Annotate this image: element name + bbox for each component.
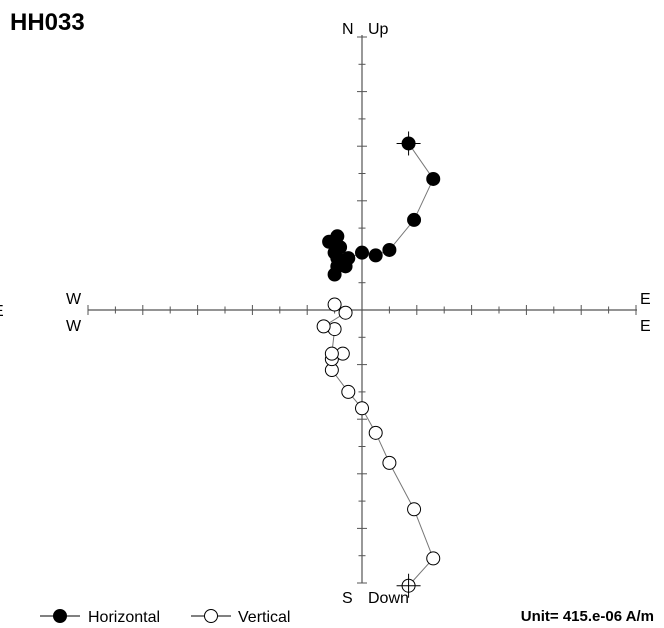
horizontal-point: [322, 234, 337, 249]
north-label: N: [342, 21, 354, 38]
south-label: S: [342, 590, 353, 607]
horizontal-point: [368, 248, 383, 263]
west-top-label: W: [66, 291, 82, 308]
vertical-point: [368, 425, 383, 440]
down-label: Down: [368, 590, 409, 607]
east-bottom-label: E: [640, 318, 651, 335]
vertical-point: [355, 401, 369, 416]
horizontal-point: [382, 242, 397, 257]
west-bottom-label: W: [66, 318, 82, 335]
horizontal-point: [426, 171, 441, 186]
vertical-point: [327, 297, 342, 312]
up-label: Up: [368, 21, 389, 38]
series-lines: [322, 143, 434, 587]
vertical-point: [324, 346, 339, 361]
vertical-point: [382, 455, 397, 470]
first-point-markers: [396, 131, 421, 598]
horizontal-point: [407, 212, 422, 227]
east-top-label: E: [640, 291, 651, 308]
vertical-series-line: [322, 304, 434, 587]
horizontal-point: [327, 267, 342, 282]
chart-title: HH033: [10, 9, 85, 36]
horizontal-point: [327, 245, 342, 260]
left-edge-label: E: [0, 303, 4, 320]
legend-horizontal-label: Horizontal: [88, 609, 160, 626]
horizontal-point: [355, 245, 369, 260]
axes: [88, 35, 637, 583]
vertical-point: [338, 305, 353, 320]
legend-vertical-marker: [204, 609, 218, 623]
unit-label: Unit= 415.e-06 A/m: [521, 608, 654, 625]
vertical-point: [407, 502, 422, 517]
vertical-point: [316, 319, 331, 334]
vertical-point: [341, 384, 356, 399]
series-points: [316, 136, 441, 593]
legend: Horizontal Vertical: [40, 609, 290, 626]
vertical-point: [426, 551, 441, 566]
legend-vertical-label: Vertical: [238, 609, 290, 626]
legend-horizontal-marker: [53, 609, 67, 623]
